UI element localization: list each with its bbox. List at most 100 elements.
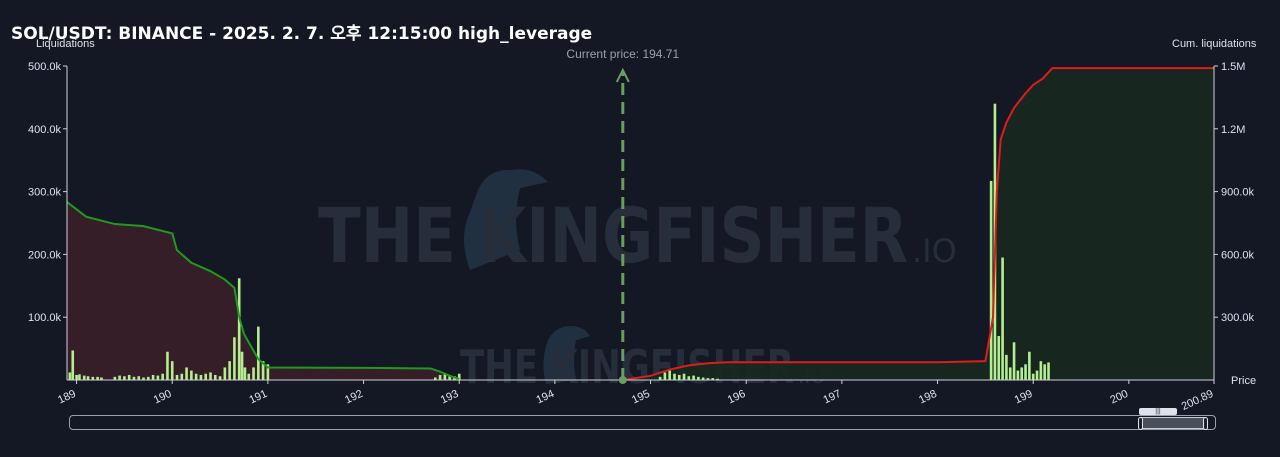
y-tick-label: 100.0k [28,312,62,324]
current-price-dot [618,376,627,384]
liquidation-bar [194,373,198,380]
liquidation-bar [682,373,686,380]
liquidation-bar [170,361,174,380]
y2-tick-label: 1.2M [1221,124,1245,136]
liquidation-bar [100,377,103,380]
liquidation-bar [1035,370,1039,380]
liquidation-bar [457,373,461,380]
y-tick-label: 500.0k [28,61,62,73]
liquidation-bar [434,377,437,380]
x-tick-label: 199 [1013,388,1035,407]
x-tick-label: 193 [439,388,461,407]
liquidation-bar [213,374,217,380]
liquidation-bar [204,373,208,380]
liquidation-bar [448,374,451,380]
liquidation-bar [180,373,184,380]
liquidation-bar [166,351,169,380]
arrow-up-icon [615,67,630,83]
liquidation-bar [1047,362,1050,380]
liquidation-bar [438,374,442,380]
liquidation-bar [697,376,700,380]
liquidation-bar [252,367,255,380]
liquidation-bar [257,326,260,380]
liquidation-bar [175,374,179,380]
liquidation-bar [185,367,188,380]
range-slider-track[interactable] [69,415,1216,430]
y2-tick-label: 600.0k [1221,249,1255,261]
y-tick-label: 200.0k [28,249,62,261]
liquidation-bar [677,374,681,380]
liquidation-bar [266,364,270,380]
x-tick-label: 192 [343,388,365,407]
liquidation-bar [147,376,150,380]
x-tick-label: 191 [247,388,269,407]
liquidation-bar [82,375,86,380]
y-axis-title: Liquidations [36,38,95,50]
liquidation-bar [118,375,121,380]
range-slider-right-handle[interactable] [1203,417,1208,430]
long-cum-line [66,201,460,380]
liquidation-bar [96,376,99,380]
x-tick-label: 200.89 [1180,388,1216,413]
liquidation-bar [1031,373,1035,380]
range-slider-left-handle[interactable] [1138,417,1143,430]
y2-tick-label: 300.0k [1221,312,1255,324]
liquidation-bar [199,374,203,380]
current-price-label: Current price: 194.71 [566,47,679,61]
liquidation-bar [247,373,251,380]
liquidation-bar [1028,351,1031,380]
short-cum-line [622,67,1214,381]
x-tick-label: 190 [152,388,174,407]
watermark-logo: THE KINGFISHER .IO THE KINGFISHER .IO [318,169,957,394]
liquidation-bar [132,376,136,380]
liquidation-bar [701,377,705,380]
liquidation-bar [86,376,90,380]
liquidation-bar [706,378,710,380]
y-tick-label: 300.0k [28,187,62,199]
liquidation-bar [1020,367,1024,380]
liquidation-bar [692,375,695,380]
liquidation-bar [1016,370,1020,380]
liquidation-bar [1005,354,1008,380]
liquidation-bar [1039,361,1043,380]
liquidation-bar [161,373,164,380]
liquidation-bar [243,367,247,380]
range-slider-thumb[interactable] [1140,417,1206,429]
liquidation-bar [237,278,241,380]
x-tick-label: 198 [917,388,939,407]
chart-title: SOL/USDT: BINANCE - 2025. 2. 7. 오후 12:15… [11,24,593,44]
short-cum-area [622,68,1214,381]
liquidation-bar [68,372,72,380]
range-slider-grip-icon[interactable]: ||| [1139,408,1177,415]
liquidation-bar [668,370,671,380]
liquidation-bar [716,378,719,380]
liquidation-bar [687,376,691,380]
liquidation-bar [1008,367,1012,380]
x-axis-title: Price [1231,375,1257,387]
watermark-text-large: THE KINGFISHER [318,191,908,280]
liquidation-bar [137,376,141,380]
y2-axis-title: Cum. liquidations [1172,38,1257,50]
liquidation-bar [1024,364,1027,380]
x-tick-label: 197 [821,388,843,407]
liquidation-bar [658,376,662,380]
x-tick-label: 189 [56,388,78,407]
liquidation-bar [123,376,126,380]
liquidation-bar [1043,364,1046,380]
liquidation-bar [75,374,78,380]
liquidation-bar [1012,342,1016,380]
y-tick-label: 400.0k [28,124,62,136]
liquidation-bar [127,374,131,380]
liquidation-bar [151,374,155,380]
liquidation-bar [113,376,117,380]
liquidation-bar [1001,257,1004,380]
liquidation-bar [711,378,715,380]
liquidation-bar [223,367,227,380]
watermark-suffix-large: .IO [912,232,957,270]
liquidation-bar [443,373,447,380]
liquidation-bar [233,337,236,380]
long-cum-area [67,202,460,380]
liquidation-bar [989,180,993,380]
y2-tick-label: 1.5M [1221,61,1245,73]
